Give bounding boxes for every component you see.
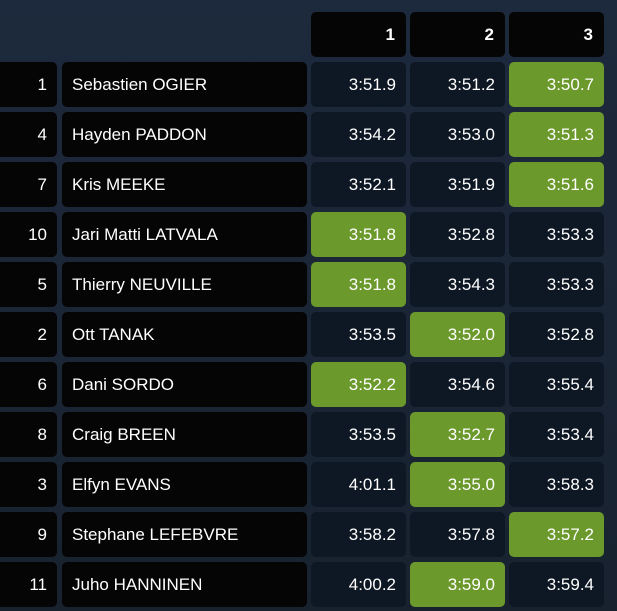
column-header: 3 [509, 12, 604, 57]
driver-number: 8 [0, 412, 57, 457]
stage-time: 3:54.3 [410, 262, 505, 307]
best-time: 3:52.2 [311, 362, 406, 407]
driver-name: Juho HANNINEN [62, 562, 307, 607]
best-time: 3:52.0 [410, 312, 505, 357]
stage-time: 3:53.5 [311, 412, 406, 457]
stage-time: 3:53.3 [509, 212, 604, 257]
driver-name: Jari Matti LATVALA [62, 212, 307, 257]
driver-name: Thierry NEUVILLE [62, 262, 307, 307]
stage-time: 3:59.4 [509, 562, 604, 607]
driver-number: 9 [0, 512, 57, 557]
stage-time: 4:01.1 [311, 462, 406, 507]
best-time: 3:51.8 [311, 262, 406, 307]
best-time: 3:51.3 [509, 112, 604, 157]
stage-time: 3:58.3 [509, 462, 604, 507]
best-time: 3:59.0 [410, 562, 505, 607]
best-time: 3:51.8 [311, 212, 406, 257]
stage-time: 3:53.5 [311, 312, 406, 357]
best-time: 3:52.7 [410, 412, 505, 457]
stage-time: 3:54.6 [410, 362, 505, 407]
stage-time: 3:54.2 [311, 112, 406, 157]
stage-time: 4:00.2 [311, 562, 406, 607]
driver-name: Dani SORDO [62, 362, 307, 407]
best-time: 3:51.6 [509, 162, 604, 207]
stage-time: 3:57.8 [410, 512, 505, 557]
driver-number: 7 [0, 162, 57, 207]
stage-time: 3:58.2 [311, 512, 406, 557]
stage-time: 3:51.9 [311, 62, 406, 107]
driver-name: Ott TANAK [62, 312, 307, 357]
driver-name: Elfyn EVANS [62, 462, 307, 507]
best-time: 3:55.0 [410, 462, 505, 507]
best-time: 3:50.7 [509, 62, 604, 107]
stage-time: 3:52.8 [410, 212, 505, 257]
driver-name: Kris MEEKE [62, 162, 307, 207]
stage-time: 3:51.9 [410, 162, 505, 207]
driver-name: Sebastien OGIER [62, 62, 307, 107]
stage-time: 3:53.3 [509, 262, 604, 307]
driver-number: 4 [0, 112, 57, 157]
driver-name: Hayden PADDON [62, 112, 307, 157]
stage-time: 3:53.0 [410, 112, 505, 157]
stage-time: 3:52.8 [509, 312, 604, 357]
driver-name: Craig BREEN [62, 412, 307, 457]
column-header: 1 [311, 12, 406, 57]
stage-time: 3:51.2 [410, 62, 505, 107]
best-time: 3:57.2 [509, 512, 604, 557]
driver-number: 3 [0, 462, 57, 507]
driver-number: 11 [0, 562, 57, 607]
driver-number: 1 [0, 62, 57, 107]
column-header: 2 [410, 12, 505, 57]
stage-time: 3:53.4 [509, 412, 604, 457]
driver-number: 2 [0, 312, 57, 357]
driver-number: 10 [0, 212, 57, 257]
driver-number: 5 [0, 262, 57, 307]
driver-name: Stephane LEFEBVRE [62, 512, 307, 557]
driver-number: 6 [0, 362, 57, 407]
stage-time: 3:52.1 [311, 162, 406, 207]
stage-time: 3:55.4 [509, 362, 604, 407]
